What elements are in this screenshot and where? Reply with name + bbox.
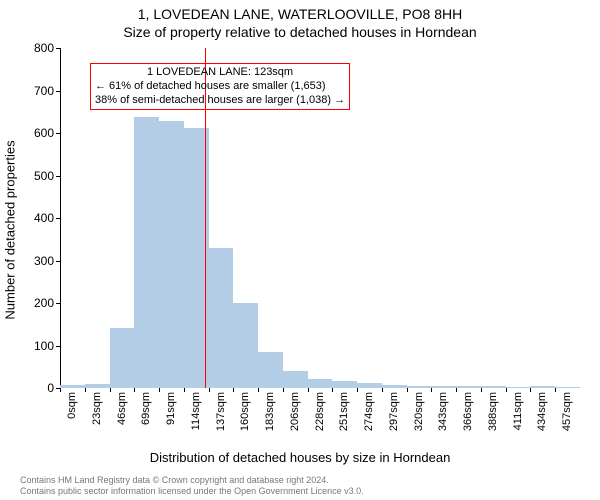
y-tick-label: 400 <box>34 211 54 225</box>
bar <box>258 352 283 388</box>
y-tick-label: 500 <box>34 169 54 183</box>
x-tick-mark <box>60 388 61 392</box>
credits-block: Contains HM Land Registry data © Crown c… <box>20 475 590 496</box>
x-tick-label: 411sqm <box>512 392 524 430</box>
x-tick-label: 388sqm <box>487 392 499 431</box>
credits-line2: Contains public sector information licen… <box>20 486 590 496</box>
y-tick-label: 600 <box>34 126 54 140</box>
y-tick-label: 100 <box>34 339 54 353</box>
x-tick-mark <box>506 388 507 392</box>
x-tick-mark <box>134 388 135 392</box>
x-tick-label: 0sqm <box>66 392 78 419</box>
x-tick-label: 320sqm <box>413 392 425 431</box>
bar <box>481 386 506 388</box>
y-tick-mark <box>56 176 60 177</box>
y-axis-line <box>60 48 61 388</box>
x-tick-label: 46sqm <box>116 392 128 425</box>
x-tick-mark <box>258 388 259 392</box>
bar <box>85 384 110 388</box>
annotation-line: 1 LOVEDEAN LANE: 123sqm <box>95 66 345 80</box>
x-tick-mark <box>209 388 210 392</box>
annotation-line: 38% of semi-detached houses are larger (… <box>95 94 345 108</box>
x-tick-mark <box>184 388 185 392</box>
x-tick-mark <box>308 388 309 392</box>
annotation-line: ← 61% of detached houses are smaller (1,… <box>95 80 345 94</box>
x-tick-label: 251sqm <box>338 392 350 431</box>
x-tick-label: 228sqm <box>314 392 326 431</box>
x-tick-mark <box>456 388 457 392</box>
x-tick-label: 343sqm <box>437 392 449 431</box>
x-tick-label: 114sqm <box>190 392 202 430</box>
bar <box>357 383 382 388</box>
bar <box>456 386 481 388</box>
x-tick-label: 160sqm <box>239 392 251 431</box>
bar <box>431 386 456 388</box>
bar <box>209 248 234 388</box>
y-tick-label: 0 <box>47 381 54 395</box>
bar <box>382 385 407 388</box>
x-tick-mark <box>431 388 432 392</box>
bar <box>555 387 580 388</box>
x-tick-mark <box>85 388 86 392</box>
y-tick-label: 200 <box>34 296 54 310</box>
x-tick-label: 297sqm <box>388 392 400 431</box>
y-tick-mark <box>56 91 60 92</box>
y-tick-mark <box>56 218 60 219</box>
bar <box>159 121 184 388</box>
x-tick-mark <box>407 388 408 392</box>
x-tick-mark <box>530 388 531 392</box>
bar <box>60 385 85 388</box>
x-tick-label: 137sqm <box>215 392 227 431</box>
credits-line1: Contains HM Land Registry data © Crown c… <box>20 475 590 485</box>
x-tick-mark <box>159 388 160 392</box>
y-tick-mark <box>56 48 60 49</box>
x-tick-label: 457sqm <box>561 392 573 431</box>
x-tick-mark <box>357 388 358 392</box>
bar <box>506 387 531 388</box>
x-tick-label: 183sqm <box>264 392 276 431</box>
bar <box>332 381 357 388</box>
chart-title-line2: Size of property relative to detached ho… <box>0 24 600 40</box>
bar <box>110 328 135 389</box>
x-axis-label: Distribution of detached houses by size … <box>0 450 600 465</box>
x-tick-label: 274sqm <box>363 392 375 431</box>
y-tick-label: 700 <box>34 84 54 98</box>
bar <box>283 371 308 388</box>
x-tick-mark <box>555 388 556 392</box>
bar <box>407 386 432 388</box>
annotation-box: 1 LOVEDEAN LANE: 123sqm← 61% of detached… <box>90 63 350 110</box>
y-axis-label: Number of detached properties <box>3 140 18 319</box>
bar <box>233 303 258 388</box>
x-tick-mark <box>481 388 482 392</box>
bar <box>134 117 159 388</box>
x-tick-label: 69sqm <box>140 392 152 425</box>
x-tick-label: 206sqm <box>289 392 301 431</box>
x-tick-mark <box>233 388 234 392</box>
bar <box>530 386 555 388</box>
x-tick-label: 23sqm <box>91 392 103 425</box>
x-tick-label: 434sqm <box>536 392 548 431</box>
plot-area: 01002003004005006007008000sqm23sqm46sqm6… <box>60 48 580 388</box>
x-tick-mark <box>283 388 284 392</box>
y-tick-label: 300 <box>34 254 54 268</box>
y-tick-label: 800 <box>34 41 54 55</box>
y-tick-mark <box>56 261 60 262</box>
y-tick-mark <box>56 133 60 134</box>
x-tick-mark <box>332 388 333 392</box>
x-tick-mark <box>382 388 383 392</box>
x-tick-mark <box>110 388 111 392</box>
y-tick-mark <box>56 303 60 304</box>
y-tick-mark <box>56 346 60 347</box>
x-tick-label: 91sqm <box>165 392 177 425</box>
x-tick-label: 366sqm <box>462 392 474 431</box>
bar <box>308 379 333 388</box>
chart-container: 1, LOVEDEAN LANE, WATERLOOVILLE, PO8 8HH… <box>0 0 600 500</box>
chart-title-line1: 1, LOVEDEAN LANE, WATERLOOVILLE, PO8 8HH <box>0 6 600 22</box>
